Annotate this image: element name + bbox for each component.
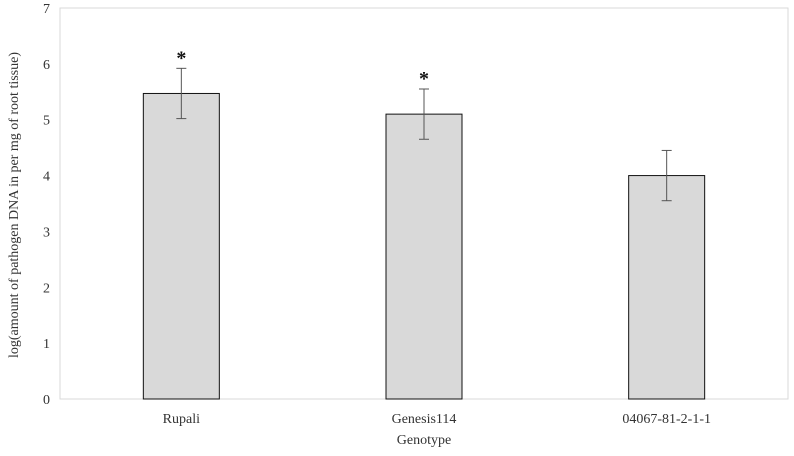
y-tick-label: 3	[43, 225, 50, 240]
x-axis-tick-labels: Rupali Genesis114 04067-81-2-1-1	[163, 412, 711, 427]
bar	[142, 92, 220, 400]
bar	[385, 113, 463, 400]
significance-marker: *	[419, 68, 429, 90]
y-tick-label: 7	[43, 2, 50, 17]
y-axis-title: log(amount of pathogen DNA in per mg of …	[7, 52, 22, 358]
y-tick-label: 2	[43, 281, 50, 296]
y-axis-ticks: 0 1 2 3 4 5 6 7	[43, 2, 50, 408]
y-tick-label: 5	[43, 114, 50, 129]
x-tick-label: 04067-81-2-1-1	[622, 412, 711, 427]
x-axis-title: Genotype	[397, 433, 451, 448]
y-tick-label: 1	[43, 337, 50, 352]
y-tick-label: 6	[43, 58, 50, 73]
y-tick-label: 0	[43, 393, 50, 408]
x-tick-label: Rupali	[163, 412, 200, 427]
x-tick-label: Genesis114	[392, 412, 457, 427]
bars: **	[142, 47, 706, 400]
bar	[628, 175, 706, 400]
y-tick-label: 4	[43, 170, 50, 185]
significance-marker: *	[176, 47, 186, 69]
